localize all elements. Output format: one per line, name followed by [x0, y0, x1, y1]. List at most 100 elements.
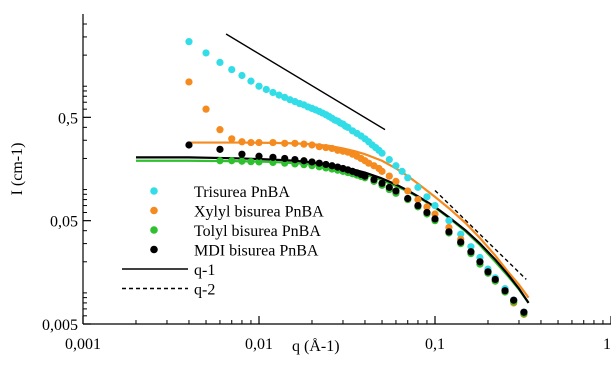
data-point [216, 58, 224, 67]
data-point [255, 158, 263, 166]
data-point [300, 140, 308, 148]
data-point [238, 138, 246, 146]
data-point [414, 183, 422, 191]
axes-layer [82, 14, 611, 325]
x-tick-label: 0,1 [425, 336, 445, 353]
data-point [423, 193, 431, 201]
legend-entry: MDI bisurea PnBA [150, 243, 319, 260]
x-tick-label: 0,001 [65, 336, 101, 353]
data-point [238, 71, 246, 80]
data-point [300, 157, 308, 165]
data-point [370, 175, 378, 184]
x-tick-label: 0,01 [245, 336, 273, 353]
data-point [457, 230, 465, 238]
data-point [185, 141, 193, 149]
data-point [467, 248, 475, 256]
data-point [491, 275, 499, 284]
data-point [269, 158, 277, 167]
guide-line-q-1 [225, 33, 386, 131]
legend-marker [150, 226, 158, 234]
legend-label: Xylyl bisurea PnBA [194, 204, 324, 221]
x-axis-label: q (Å-1) [292, 337, 340, 355]
legend-entry: Tolyl bisurea PnBA [150, 223, 321, 240]
data-point [185, 38, 193, 46]
data-point [262, 85, 270, 94]
data-point [328, 162, 336, 170]
data-point [431, 215, 439, 223]
data-point [404, 194, 412, 203]
data-point [255, 82, 263, 90]
data-point [202, 105, 210, 113]
legend: Trisurea PnBA Xylyl bisurea PnBA Tolyl bis… [122, 184, 324, 299]
data-point [238, 150, 246, 158]
series-Trisurea PnBA [185, 38, 528, 316]
legend-marker [150, 245, 158, 254]
data-point [247, 158, 255, 166]
data-point [361, 172, 369, 180]
data-point [269, 153, 277, 161]
data-point [392, 177, 400, 185]
data-point [385, 183, 393, 191]
data-point [308, 158, 316, 166]
data-point [431, 201, 439, 210]
data-point [328, 144, 336, 153]
legend-entry: Xylyl bisurea PnBA [150, 204, 324, 221]
data-point [281, 154, 289, 163]
data-point [291, 155, 299, 164]
y-tick-label: 0,005 [42, 317, 78, 334]
data-point [228, 157, 236, 165]
data-point [378, 167, 386, 175]
data-point [404, 174, 412, 182]
legend-label: Trisurea PnBA [194, 184, 290, 201]
data-point [238, 157, 246, 165]
data-point [414, 195, 422, 204]
data-point [501, 287, 509, 295]
data-point [414, 201, 422, 210]
legend-marker [150, 206, 158, 215]
data-point [255, 138, 263, 147]
data-point [247, 138, 255, 147]
data-point [378, 179, 386, 187]
data-point [423, 203, 431, 211]
data-point [322, 143, 330, 152]
data-point [255, 152, 263, 160]
x-tick-label: 1 [603, 336, 611, 353]
data-point [445, 228, 453, 236]
data-point [308, 141, 316, 149]
data-point [216, 145, 224, 153]
legend-entry: Trisurea PnBA [150, 184, 290, 201]
data-point [315, 143, 323, 151]
data-point [385, 155, 393, 164]
data-point [476, 258, 484, 266]
legend-entry: q-2 [122, 282, 215, 299]
legend-marker [150, 187, 158, 195]
legend-label: q-2 [194, 282, 215, 299]
y-tick-label: 0,5 [58, 110, 78, 127]
guide-lines-layer [225, 33, 527, 280]
data-point [291, 139, 299, 147]
y-axis-label: I (cm-1) [9, 143, 26, 196]
data-point [457, 238, 465, 246]
data-point [185, 78, 193, 86]
data-point [216, 157, 224, 165]
data-points-layer [185, 38, 528, 318]
data-point [392, 162, 400, 170]
data-point [484, 268, 492, 276]
data-point [385, 172, 393, 180]
data-point [269, 88, 277, 97]
data-point [467, 243, 475, 251]
data-point [520, 308, 528, 316]
data-point [281, 139, 289, 147]
legend-label: q-1 [194, 262, 215, 279]
legend-label: Tolyl bisurea PnBA [194, 223, 321, 240]
data-point [275, 91, 283, 99]
data-point [378, 149, 386, 157]
legend-entry: q-1 [122, 262, 215, 279]
data-point [423, 208, 431, 217]
x-ticks-layer: 0,001 0,01 0,1 1 [65, 316, 611, 353]
legend-label: MDI bisurea PnBA [194, 243, 319, 260]
data-point [269, 138, 277, 147]
data-point [202, 49, 210, 57]
